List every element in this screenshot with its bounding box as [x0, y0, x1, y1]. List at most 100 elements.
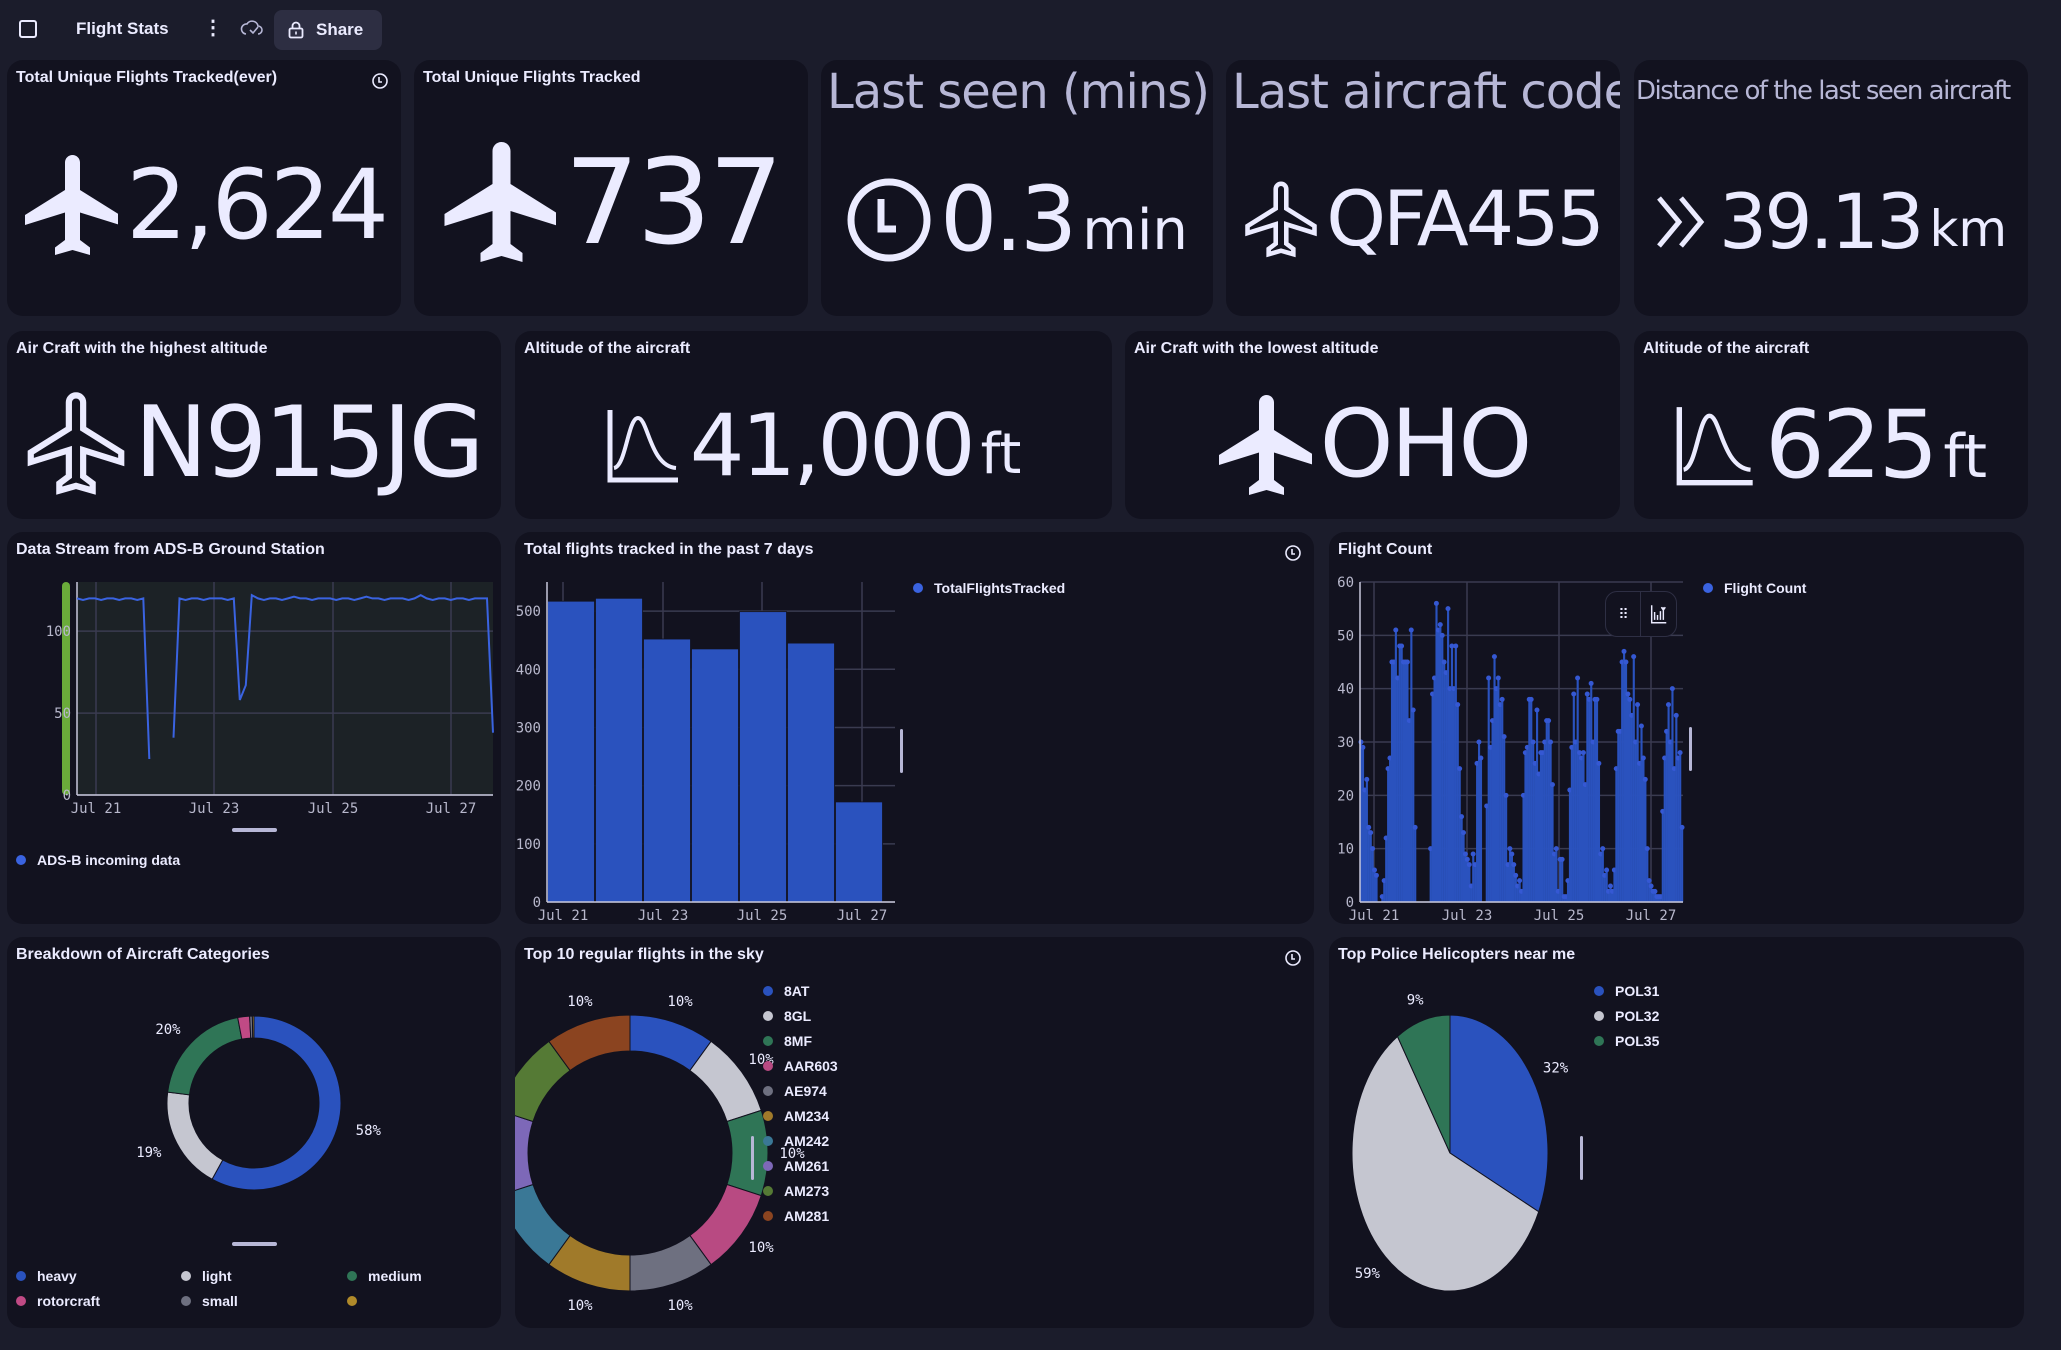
flight-count-bar[interactable]	[1468, 864, 1471, 902]
legend-label[interactable]: AM281	[784, 1208, 829, 1224]
flight-count-bar[interactable]	[1360, 742, 1363, 902]
clock-icon[interactable]	[1284, 949, 1302, 967]
flight-count-bar[interactable]	[1650, 886, 1653, 902]
flight-count-bar[interactable]	[1619, 731, 1622, 902]
flight-count-bar[interactable]	[1665, 731, 1668, 902]
panel-flights-7-days[interactable]: Total flights tracked in the past 7 days…	[515, 532, 1314, 924]
flight-count-bar[interactable]	[1594, 699, 1597, 902]
flight-count-bar[interactable]	[1586, 694, 1589, 902]
flight-count-bar[interactable]	[1537, 774, 1541, 902]
flight-count-bar[interactable]	[1383, 880, 1386, 902]
flight-count-bar[interactable]	[1652, 891, 1655, 902]
flight-count-bar[interactable]	[1551, 784, 1554, 902]
slice-pol32[interactable]	[1351, 1035, 1540, 1292]
flight-count-bar[interactable]	[1597, 763, 1601, 902]
slice-other[interactable]	[251, 1015, 255, 1039]
flight-count-bar[interactable]	[1439, 624, 1442, 902]
flight-count-bar[interactable]	[1613, 870, 1616, 902]
panel-top-10-flights[interactable]: Top 10 regular flights in the sky 10% 10%…	[515, 937, 1314, 1328]
flight-count-bar[interactable]	[1642, 758, 1645, 902]
legend-label[interactable]: 8GL	[784, 1008, 812, 1024]
flight-count-bar[interactable]	[1541, 752, 1544, 902]
flight-count-bar[interactable]	[1472, 854, 1475, 902]
clock-icon[interactable]	[371, 72, 389, 90]
legend-label[interactable]: POL35	[1615, 1033, 1660, 1049]
flight-count-bar[interactable]	[1516, 886, 1519, 902]
flight-count-bar[interactable]	[1605, 870, 1608, 902]
flight-count-bar[interactable]	[1565, 896, 1568, 902]
flight-count-bar[interactable]	[1501, 699, 1504, 902]
slice-am261[interactable]	[515, 1110, 534, 1195]
top-10-flights-donut[interactable]: 10%10%10%10%10%10%10%10%10%10%8AT8GL8MFA…	[515, 937, 1314, 1328]
flight-count-bar[interactable]	[1431, 694, 1434, 902]
flight-count-bar[interactable]	[1402, 662, 1405, 902]
legend-label[interactable]: light	[202, 1268, 232, 1284]
scroll-handle[interactable]	[1580, 1136, 1583, 1180]
flight-count-bar[interactable]	[1553, 854, 1556, 902]
flight-count-bar[interactable]	[1655, 896, 1659, 902]
stat-panel-lowest-aircraft[interactable]: Air Craft with the lowest altitude OHO	[1125, 331, 1620, 519]
flight-count-bar[interactable]	[1452, 688, 1455, 902]
legend-label[interactable]: small	[202, 1293, 238, 1309]
flight-count-bar[interactable]	[1510, 854, 1513, 902]
legend-label[interactable]: AM234	[784, 1108, 829, 1124]
flight-count-bar[interactable]	[1603, 875, 1606, 902]
flight-count-bar[interactable]	[1566, 880, 1570, 902]
panel-adsb-stream[interactable]: Data Stream from ADS-B Ground Station 0 5…	[7, 532, 501, 924]
flight-count-bar[interactable]	[1385, 838, 1388, 902]
flight-count-bar[interactable]	[1520, 891, 1523, 902]
flight-count-bar[interactable]	[1493, 656, 1496, 902]
flight-count-bar[interactable]	[1506, 864, 1510, 902]
legend-label[interactable]: AM273	[784, 1183, 829, 1199]
chart-settings-icon[interactable]	[1641, 592, 1676, 636]
flight-count-bar[interactable]	[1667, 704, 1670, 902]
legend-label[interactable]: Flight Count	[1724, 580, 1807, 596]
flight-count-bar[interactable]	[1491, 720, 1494, 902]
panel-police-helicopters[interactable]: Top Police Helicopters near me 32% 59% 9% P…	[1329, 937, 2024, 1328]
flight-count-bar[interactable]	[1435, 603, 1438, 902]
flight-count-bar[interactable]	[1406, 662, 1409, 902]
flight-count-bar[interactable]	[1389, 758, 1392, 902]
flight-count-bar[interactable]	[1539, 752, 1543, 902]
flight-count-bar[interactable]	[1580, 758, 1583, 902]
flight-count-bar[interactable]	[1392, 662, 1396, 902]
flight-count-bar[interactable]	[1590, 683, 1593, 902]
flight-count-bar[interactable]	[1592, 742, 1595, 902]
flight-count-bar[interactable]	[1574, 742, 1577, 902]
bar-jul-26[interactable]	[787, 642, 835, 903]
clock-icon[interactable]	[1284, 544, 1302, 562]
drag-handle-icon[interactable]: ⠿	[1606, 592, 1642, 636]
flight-count-bar[interactable]	[1563, 896, 1566, 902]
aircraft-categories-donut[interactable]: 58% 19% 20% heavy light medium rotorcraft small	[7, 937, 501, 1328]
flight-count-bar[interactable]	[1584, 784, 1587, 902]
flight-count-bar[interactable]	[1624, 662, 1628, 902]
flight-count-bar[interactable]	[1648, 880, 1651, 902]
flight-count-bar[interactable]	[1448, 688, 1452, 902]
flight-count-bar[interactable]	[1512, 864, 1515, 902]
flight-count-bar[interactable]	[1549, 742, 1552, 902]
flight-count-bar[interactable]	[1499, 704, 1502, 902]
flight-count-bar[interactable]	[1630, 715, 1633, 902]
flight-count-bar[interactable]	[1365, 779, 1368, 902]
flight-count-bar[interactable]	[1485, 806, 1488, 902]
bar-jul-22[interactable]	[595, 597, 643, 903]
flight-count-bar[interactable]	[1568, 790, 1572, 902]
slice-pol35[interactable]	[1396, 1014, 1451, 1154]
flight-count-bar[interactable]	[1400, 646, 1403, 902]
flight-count-bar[interactable]	[1489, 747, 1492, 902]
flight-count-bar[interactable]	[1524, 752, 1527, 902]
flight-count-bar[interactable]	[1375, 875, 1378, 902]
flight-count-bar[interactable]	[1545, 720, 1548, 902]
stat-panel-total-flights-ever[interactable]: Total Unique Flights Tracked(ever) 2,624	[7, 60, 401, 316]
legend-label[interactable]: 8AT	[784, 983, 810, 999]
flight-count-bar[interactable]	[1582, 752, 1585, 902]
flight-count-bar[interactable]	[1367, 827, 1370, 902]
flight-count-bar[interactable]	[1363, 790, 1367, 902]
stat-panel-highest-aircraft[interactable]: Air Craft with the highest altitude N915…	[7, 331, 501, 519]
scroll-handle[interactable]	[900, 729, 903, 773]
flight-count-bar[interactable]	[1570, 747, 1573, 902]
flight-count-bar[interactable]	[1626, 694, 1630, 902]
flight-count-bar[interactable]	[1657, 896, 1660, 902]
legend-label[interactable]: POL31	[1615, 983, 1660, 999]
flight-count-bar[interactable]	[1361, 747, 1365, 902]
